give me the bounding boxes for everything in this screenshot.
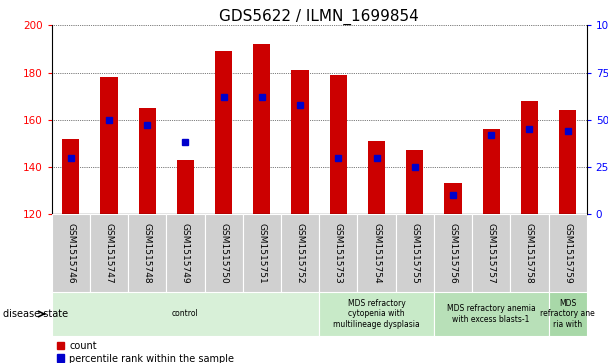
Text: GSM1515748: GSM1515748: [143, 223, 152, 284]
Text: GSM1515747: GSM1515747: [105, 223, 114, 284]
Text: GSM1515759: GSM1515759: [563, 223, 572, 284]
Bar: [406, 150, 423, 214]
Legend: count, percentile rank within the sample: count, percentile rank within the sample: [57, 340, 234, 363]
Bar: [368, 141, 385, 214]
Bar: [444, 183, 461, 214]
Bar: [510, 214, 548, 292]
Bar: [548, 214, 587, 292]
Text: GSM1515750: GSM1515750: [219, 223, 228, 284]
Bar: [281, 214, 319, 292]
Bar: [128, 214, 167, 292]
Bar: [52, 214, 90, 292]
Text: GSM1515751: GSM1515751: [257, 223, 266, 284]
Bar: [139, 108, 156, 214]
Text: MDS refractory anemia
with excess blasts-1: MDS refractory anemia with excess blasts…: [447, 304, 536, 324]
Text: GSM1515754: GSM1515754: [372, 223, 381, 284]
Bar: [472, 214, 510, 292]
Text: GSM1515749: GSM1515749: [181, 223, 190, 284]
Text: MDS refractory
cytopenia with
multilineage dysplasia: MDS refractory cytopenia with multilinea…: [333, 299, 420, 329]
Bar: [396, 214, 434, 292]
Text: GSM1515753: GSM1515753: [334, 223, 343, 284]
Bar: [319, 292, 434, 336]
Text: GSM1515755: GSM1515755: [410, 223, 420, 284]
Bar: [243, 214, 281, 292]
Bar: [100, 77, 117, 214]
Bar: [548, 292, 587, 336]
Bar: [204, 214, 243, 292]
Bar: [62, 139, 80, 214]
Title: GDS5622 / ILMN_1699854: GDS5622 / ILMN_1699854: [219, 9, 419, 25]
Bar: [330, 75, 347, 214]
Text: MDS
refractory ane
ria with: MDS refractory ane ria with: [541, 299, 595, 329]
Text: GSM1515746: GSM1515746: [66, 223, 75, 284]
Bar: [521, 101, 538, 214]
Bar: [167, 214, 204, 292]
Text: control: control: [172, 310, 199, 318]
Bar: [483, 129, 500, 214]
Text: GSM1515752: GSM1515752: [295, 223, 305, 284]
Text: GSM1515756: GSM1515756: [449, 223, 457, 284]
Bar: [319, 214, 358, 292]
Bar: [434, 292, 548, 336]
Bar: [559, 110, 576, 214]
Bar: [90, 214, 128, 292]
Bar: [177, 160, 194, 214]
Bar: [291, 70, 309, 214]
Bar: [215, 51, 232, 214]
Bar: [434, 214, 472, 292]
Bar: [358, 214, 396, 292]
Text: GSM1515758: GSM1515758: [525, 223, 534, 284]
Bar: [52, 292, 319, 336]
Text: GSM1515757: GSM1515757: [486, 223, 496, 284]
Bar: [254, 44, 271, 214]
Text: disease state: disease state: [3, 309, 68, 319]
